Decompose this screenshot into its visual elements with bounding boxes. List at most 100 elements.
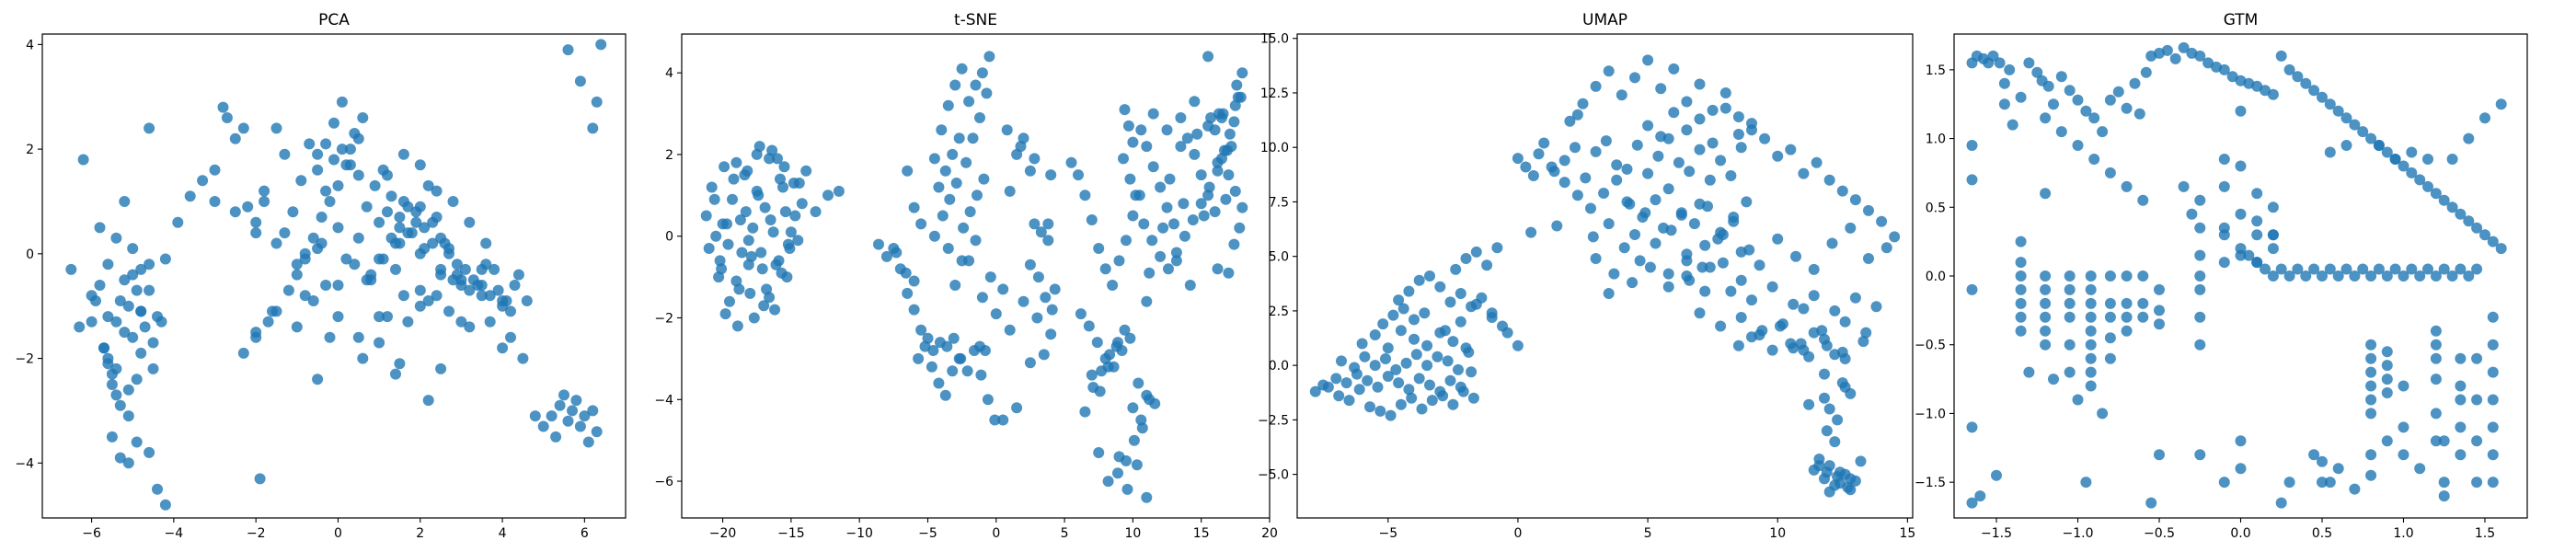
data-point-umap: [1382, 371, 1394, 382]
data-point-tsne: [915, 324, 927, 336]
data-point-tsne: [740, 206, 752, 218]
data-point-tsne: [1223, 169, 1235, 181]
data-point-umap: [1849, 475, 1861, 487]
data-point-gtm: [2373, 263, 2385, 275]
data-point-gtm: [2438, 194, 2450, 206]
data-point-pca: [282, 284, 294, 296]
data-point-umap: [1741, 196, 1753, 208]
data-point-umap: [1590, 253, 1602, 264]
data-point-tsne: [1202, 51, 1214, 63]
data-point-gtm: [2381, 374, 2393, 385]
data-point-tsne: [960, 156, 972, 168]
data-point-tsne: [902, 287, 914, 299]
data-point-pca: [291, 259, 303, 270]
data-point-pca: [361, 201, 373, 213]
data-point-tsne: [1141, 491, 1153, 503]
data-point-gtm: [2235, 208, 2247, 220]
data-point-gtm: [2251, 188, 2263, 200]
data-point-umap: [1585, 202, 1596, 214]
x-tick-label-pca: −2: [247, 526, 266, 541]
data-point-gtm: [2121, 311, 2133, 323]
data-point-umap: [1590, 145, 1602, 157]
data-point-gtm: [2072, 94, 2084, 106]
data-point-tsne: [748, 312, 760, 324]
data-point-pca: [385, 190, 397, 202]
data-point-gtm: [2194, 194, 2206, 206]
data-point-pca: [147, 362, 159, 374]
data-point-tsne: [970, 235, 982, 247]
data-point-pca: [131, 436, 143, 448]
data-point-umap: [1836, 377, 1848, 389]
data-point-gtm: [2186, 208, 2198, 220]
data-point-tsne: [1122, 120, 1134, 132]
data-point-gtm: [2015, 311, 2027, 323]
x-tick-label-gtm: 0.0: [2230, 526, 2250, 541]
data-point-umap: [1353, 384, 1365, 396]
data-point-gtm: [2031, 66, 2043, 78]
data-point-gtm: [2446, 201, 2458, 213]
data-point-umap: [1829, 436, 1841, 448]
data-point-gtm: [2455, 449, 2467, 461]
data-point-tsne: [908, 201, 920, 213]
data-point-tsne: [1040, 292, 1052, 304]
data-point-pca: [110, 389, 122, 401]
data-point-pca: [579, 410, 591, 422]
data-point-umap: [1527, 170, 1539, 181]
data-point-umap: [1406, 392, 1418, 404]
data-point-umap: [1788, 298, 1800, 310]
data-point-pca: [591, 426, 603, 438]
data-point-gtm: [2381, 146, 2393, 158]
data-point-gtm: [2267, 243, 2279, 255]
data-point-tsne: [1042, 218, 1054, 230]
data-point-tsne: [789, 210, 801, 222]
data-point-gtm: [2365, 270, 2377, 282]
data-point-pca: [435, 362, 447, 374]
data-point-umap: [1819, 392, 1830, 404]
data-point-gtm: [2088, 112, 2100, 124]
data-point-tsne: [1024, 165, 1036, 177]
data-point-pca: [443, 247, 454, 259]
data-point-tsne: [979, 345, 991, 356]
data-point-pca: [394, 212, 406, 223]
data-point-umap: [1512, 153, 1524, 165]
data-point-umap: [1330, 373, 1342, 385]
data-point-pca: [374, 311, 385, 323]
axes-frame-tsne: [681, 33, 1271, 519]
data-point-tsne: [1189, 96, 1201, 108]
data-point-tsne: [1235, 91, 1247, 103]
data-point-gtm: [2140, 66, 2152, 78]
data-point-gtm: [2430, 374, 2442, 385]
data-point-pca: [90, 295, 101, 306]
data-point-gtm: [2340, 112, 2352, 124]
data-point-umap: [1403, 285, 1415, 297]
data-point-gtm: [2104, 94, 2116, 106]
data-point-umap: [1855, 455, 1867, 467]
y-tick-label-umap: 12.5: [1260, 86, 1289, 101]
data-point-umap: [1694, 113, 1706, 125]
data-point-tsne: [1121, 235, 1132, 247]
data-point-gtm: [2455, 208, 2467, 220]
data-point-gtm: [1991, 469, 2002, 481]
data-point-tsne: [731, 320, 743, 332]
data-point-tsne: [1119, 324, 1131, 336]
data-point-tsne: [949, 79, 961, 91]
y-tick-label-umap: −2.5: [1258, 413, 1289, 428]
data-point-umap: [1863, 253, 1874, 264]
data-point-umap: [1684, 274, 1696, 286]
data-point-umap: [1639, 207, 1651, 219]
data-point-tsne: [873, 238, 884, 250]
data-point-gtm: [2072, 394, 2084, 406]
data-point-umap: [1746, 294, 1757, 306]
data-point-pca: [521, 295, 533, 306]
data-point-tsne: [1091, 337, 1103, 349]
data-point-gtm: [2072, 140, 2084, 151]
data-point-gtm: [2085, 339, 2097, 351]
data-point-gtm: [2283, 63, 2295, 75]
data-point-pca: [312, 374, 324, 385]
data-point-gtm: [2007, 119, 2018, 131]
data-point-tsne: [765, 214, 776, 225]
data-point-pca: [472, 280, 484, 291]
data-point-umap: [1621, 163, 1633, 175]
panel-gtm: GTM −1.5 −1.0 −0.5 0.0 0.5 1.0 1.5 −1.5 −1.0 −0.5…: [1915, 11, 2528, 541]
data-point-tsne: [880, 250, 892, 262]
